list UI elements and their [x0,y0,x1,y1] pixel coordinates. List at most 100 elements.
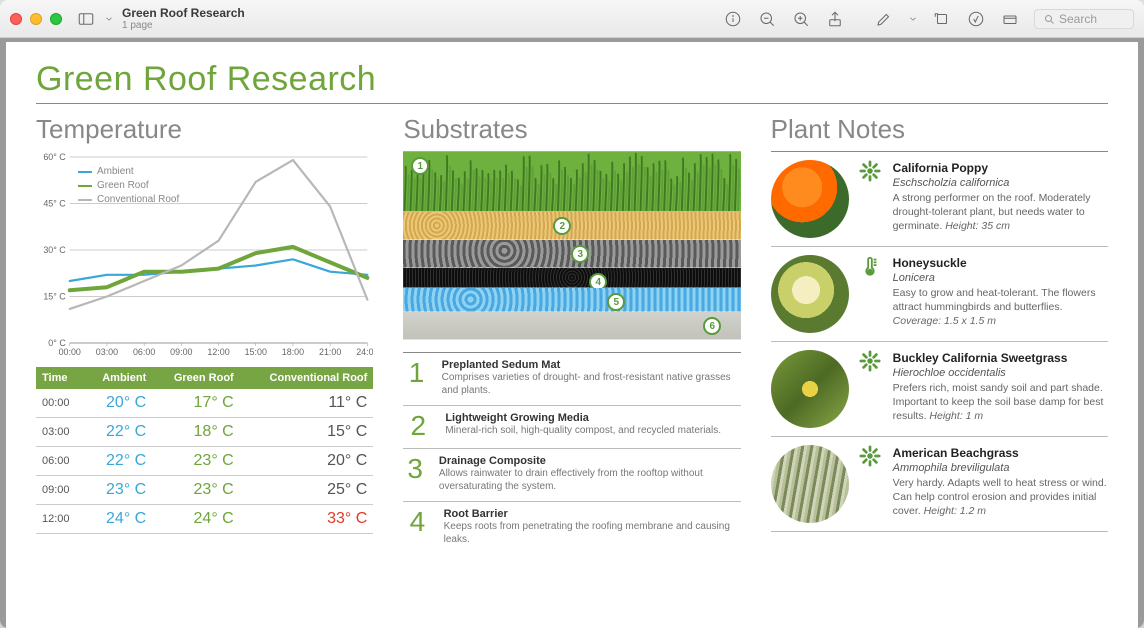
plant-icon [859,160,883,238]
table-header: Conventional Roof [240,367,374,389]
cell-ambient: 23° C [84,476,152,505]
substrate-heading: Drainage Composite [439,455,741,467]
table-row: 09:0023° C23° C25° C [36,476,373,505]
cell-conventional: 33° C [240,505,374,534]
legend-label: Green Roof [97,179,149,193]
substrate-desc: Comprises varieties of drought- and fros… [442,371,741,397]
chevron-down-icon[interactable] [104,9,114,29]
chevron-down-icon[interactable] [908,9,918,29]
plant-image [771,445,849,523]
substrate-list: 1 Preplanted Sedum Mat Comprises varieti… [403,352,740,554]
plant-desc: Very hardy. Adapts well to heat stress o… [893,476,1108,519]
titlebar: Green Roof Research 1 page Search [0,0,1144,38]
zoom-out-icon[interactable] [757,9,777,29]
layer-badge: 6 [703,317,721,335]
svg-text:24:00: 24:00 [356,347,373,357]
legend-label: Conventional Roof [97,193,179,207]
svg-text:15:00: 15:00 [245,347,267,357]
substrate-item: 2 Lightweight Growing Media Mineral-rich… [403,405,740,448]
plant-desc: Easy to grow and heat-tolerant. The flow… [893,286,1108,329]
sidebar-toggle-icon[interactable] [76,9,96,29]
plant-latin: Hierochloe occidentalis [893,366,1108,381]
highlight-icon[interactable] [966,9,986,29]
plant-meta: Height: 1 m [929,410,983,422]
close-button[interactable] [10,13,22,25]
zoom-button[interactable] [50,13,62,25]
cell-green: 24° C [152,505,239,534]
legend-label: Ambient [97,165,134,179]
document-title: Green Roof Research [122,6,262,20]
cell-ambient: 20° C [84,389,152,418]
plant-icon [859,445,883,523]
svg-text:03:00: 03:00 [96,347,118,357]
minimize-button[interactable] [30,13,42,25]
svg-text:60° C: 60° C [43,152,66,162]
cell-time: 03:00 [36,418,84,447]
substrate-layer: 1 [403,152,740,212]
svg-text:06:00: 06:00 [133,347,155,357]
section-title-temperature: Temperature [36,114,373,145]
cell-green: 23° C [152,476,239,505]
markup-icon[interactable] [874,9,894,29]
zoom-in-icon[interactable] [791,9,811,29]
app-window: Green Roof Research 1 page Search Green … [0,0,1144,628]
document-viewport: Green Roof Research Temperature AmbientG… [0,38,1144,628]
layer-badge: 3 [571,245,589,263]
plant-latin: Eschscholzia californica [893,176,1108,191]
cell-ambient: 22° C [84,447,152,476]
cell-ambient: 24° C [84,505,152,534]
rotate-icon[interactable] [932,9,952,29]
legend-item: Green Roof [78,179,179,193]
toolbar-group: Search [723,9,1134,29]
table-header: Time [36,367,84,389]
substrate-item: 1 Preplanted Sedum Mat Comprises varieti… [403,352,740,405]
plant-meta: Height: 1.2 m [924,505,986,517]
substrate-item: 4 Root Barrier Keeps roots from penetrat… [403,501,740,554]
svg-text:21:00: 21:00 [319,347,341,357]
chart-legend: AmbientGreen RoofConventional Roof [78,165,179,207]
substrates-section: Substrates 123456 1 Preplanted Sedum Mat… [403,114,740,554]
substrate-heading: Root Barrier [444,508,741,520]
page-title: Green Roof Research [36,60,1108,104]
plant-name: Buckley California Sweetgrass [893,350,1108,366]
plant-meta: Height: 35 cm [945,220,1010,232]
share-icon[interactable] [825,9,845,29]
cell-conventional: 11° C [240,389,374,418]
section-title-substrates: Substrates [403,114,740,145]
plant-name: American Beachgrass [893,445,1108,461]
cell-time: 06:00 [36,447,84,476]
substrate-desc: Keeps roots from penetrating the roofing… [444,520,741,546]
layer-badge: 5 [607,293,625,311]
substrate-layers: 123456 [403,151,740,340]
plant-item: Buckley California Sweetgrass Hierochloe… [771,342,1108,437]
layer-badge: 2 [553,217,571,235]
info-icon[interactable] [723,9,743,29]
svg-text:09:00: 09:00 [170,347,192,357]
substrate-layer: 5 [403,288,740,312]
table-header: Green Roof [152,367,239,389]
substrate-number: 3 [403,455,427,493]
plant-item: Honeysuckle Lonicera Easy to grow and he… [771,247,1108,342]
crop-icon[interactable] [1000,9,1020,29]
plant-desc: Prefers rich, moist sandy soil and part … [893,381,1108,424]
search-input[interactable]: Search [1034,9,1134,29]
document-title-block: Green Roof Research 1 page [122,6,262,31]
plant-item: California Poppy Eschscholzia californic… [771,152,1108,247]
plant-name: Honeysuckle [893,255,1108,271]
svg-text:30° C: 30° C [43,245,66,255]
substrate-desc: Allows rainwater to drain effectively fr… [439,467,741,493]
plant-name: California Poppy [893,160,1108,176]
temperature-table: TimeAmbientGreen RoofConventional Roof00… [36,367,373,534]
svg-text:45° C: 45° C [43,198,66,208]
cell-green: 23° C [152,447,239,476]
temperature-chart: AmbientGreen RoofConventional Roof 0° C1… [36,151,373,361]
plant-desc: A strong performer on the roof. Moderate… [893,191,1108,234]
cell-green: 18° C [152,418,239,447]
svg-text:15° C: 15° C [43,291,66,301]
substrate-heading: Lightweight Growing Media [445,412,721,424]
plant-item: American Beachgrass Ammophila breviligul… [771,437,1108,532]
substrate-layer: 2 [403,212,740,240]
substrate-number: 2 [403,412,433,440]
document-subtitle: 1 page [122,20,262,31]
cell-conventional: 20° C [240,447,374,476]
